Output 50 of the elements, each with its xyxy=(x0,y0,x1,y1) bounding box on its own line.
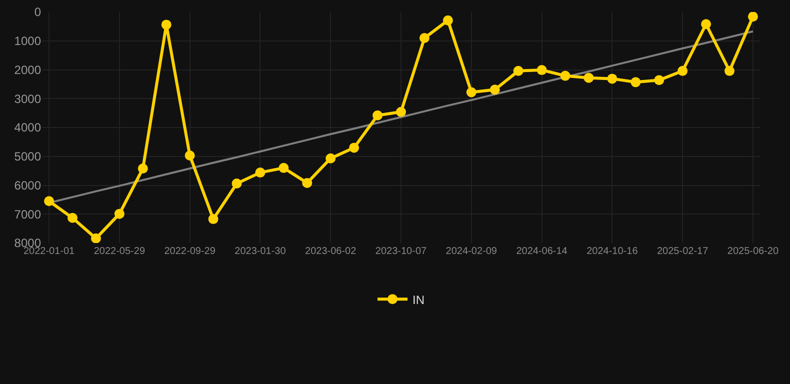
y-tick-label: 3000 xyxy=(14,92,42,106)
y-tick-label: 1000 xyxy=(14,34,42,48)
point xyxy=(138,164,148,174)
point xyxy=(419,32,430,43)
point xyxy=(90,233,101,243)
point xyxy=(302,178,312,188)
point xyxy=(44,196,54,206)
point xyxy=(396,106,406,117)
x-tick-label: 2024-06-14 xyxy=(516,246,568,257)
x-tick-label: 2022-09-29 xyxy=(164,246,216,257)
point xyxy=(326,153,336,164)
point xyxy=(678,66,688,76)
x-tick-label: 2025-02-17 xyxy=(656,246,709,257)
y-tick-label: 4000 xyxy=(14,120,42,135)
y-tick-label: 2000 xyxy=(14,62,42,77)
point xyxy=(442,15,453,26)
point xyxy=(232,178,242,189)
point xyxy=(630,77,641,88)
x-tick-label: 2023-01-30 xyxy=(234,246,286,257)
point xyxy=(654,75,664,86)
point xyxy=(255,168,266,178)
x-tick-label: 2023-10-07 xyxy=(375,246,428,257)
point xyxy=(536,65,547,76)
y-tick-label: 7000 xyxy=(14,207,42,222)
point xyxy=(748,12,758,22)
point xyxy=(513,66,524,76)
point xyxy=(349,142,360,153)
point xyxy=(560,70,570,81)
y-tick-label: 0 xyxy=(34,5,42,20)
x-tick-label: 2025-06-20 xyxy=(727,246,779,257)
point xyxy=(466,87,476,98)
x-tick-label: 2023-06-02 xyxy=(305,246,357,257)
point xyxy=(68,212,78,223)
point xyxy=(372,110,383,120)
y-tick-label: 6000 xyxy=(14,178,42,192)
x-tick-label: 2024-10-16 xyxy=(586,246,638,257)
point xyxy=(278,162,289,173)
point xyxy=(114,208,124,219)
y-tick-label: 5000 xyxy=(14,150,42,164)
x-tick-label: 2022-05-29 xyxy=(94,246,146,257)
point xyxy=(607,74,618,84)
point xyxy=(161,20,172,30)
point xyxy=(490,84,500,95)
point xyxy=(584,72,594,83)
x-tick-label: 2024-02-09 xyxy=(446,246,498,257)
legend-label: IN xyxy=(412,292,424,307)
point xyxy=(208,214,218,224)
point xyxy=(724,66,734,76)
point xyxy=(184,150,195,161)
point xyxy=(701,19,712,30)
